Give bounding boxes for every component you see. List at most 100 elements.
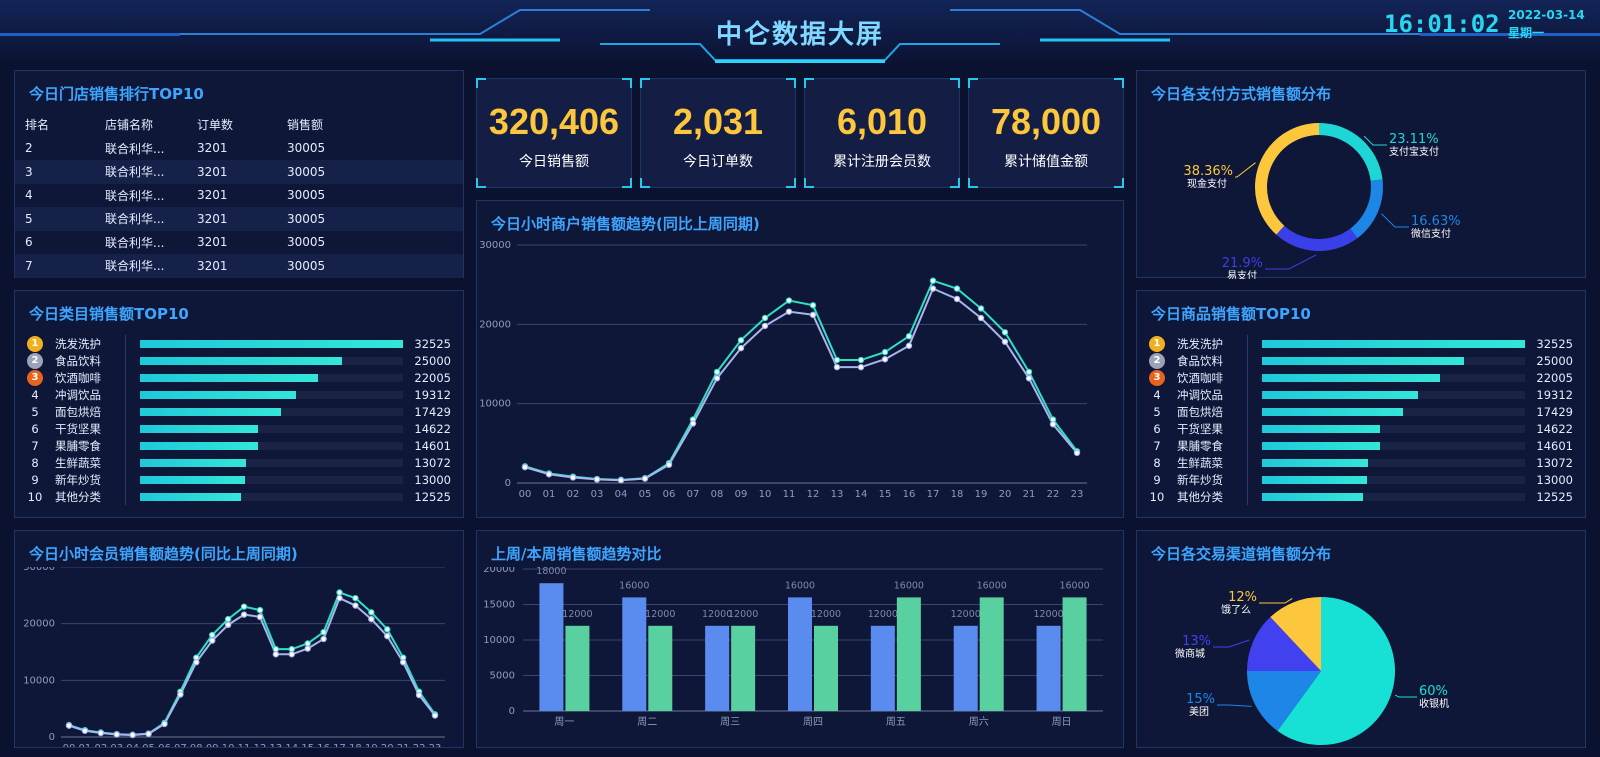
bar-label: 果脯零食 [55, 438, 101, 453]
bar-value: 22005 [1536, 370, 1573, 385]
table-row[interactable]: 2 联合利华... 3201 30005 [15, 137, 463, 161]
divider [125, 369, 126, 386]
table-row[interactable]: 4 联合利华... 3201 30005 [15, 184, 463, 208]
bar-fill [140, 441, 259, 450]
data-point [288, 651, 295, 658]
x-tick-label: 16 [317, 743, 330, 747]
cell-store: 联合利华... [105, 235, 165, 250]
bar-label: 果脯零食 [1177, 438, 1223, 453]
x-tick-label: 09 [735, 489, 748, 500]
bar-track [1262, 407, 1525, 416]
data-point [761, 322, 769, 330]
bar-label: 饮酒咖啡 [1177, 370, 1223, 385]
bar-value: 12525 [1536, 489, 1573, 504]
divider [1247, 471, 1248, 488]
table-row[interactable]: 3 联合利华... 3201 30005 [15, 160, 463, 184]
bar-track [140, 407, 403, 416]
data-point [977, 305, 985, 312]
bar-value-label: 18000 [536, 567, 566, 577]
medal-icon: 3 [27, 369, 43, 386]
column-header-sales: 销售额 [287, 118, 324, 133]
store-rank-panel: 今日门店销售排行TOP10 排名 店铺名称 订单数 销售额 2 联合利华... 32… [14, 70, 464, 278]
data-point [209, 631, 216, 639]
x-tick-label: 05 [639, 489, 652, 500]
bar-track [140, 356, 403, 365]
bar-label: 冲调饮品 [1177, 387, 1223, 402]
cell-orders: 3201 [197, 211, 228, 226]
data-point [209, 637, 216, 644]
data-point [1073, 449, 1081, 457]
x-tick-label: 17 [927, 489, 940, 500]
divider [1247, 335, 1248, 352]
rank-number: 7 [31, 438, 39, 453]
bar-value-label: 16000 [785, 580, 815, 591]
bar-row: 4 冲调饮品 19312 [27, 386, 451, 403]
rank-number: 9 [1153, 472, 1161, 487]
slice-percent: 15% [1186, 692, 1215, 707]
cell-orders: 3201 [197, 258, 228, 273]
bar-label: 食品饮料 [1177, 353, 1223, 368]
y-tick-label: 30000 [479, 240, 511, 251]
divider [125, 352, 126, 369]
cell-sales: 30005 [287, 211, 326, 226]
divider [1247, 403, 1248, 420]
x-tick-label: 周一 [554, 716, 574, 728]
data-point [129, 731, 136, 739]
slice-label: 美团 [1189, 705, 1209, 718]
kpi-card-members: 6,010 累计注册会员数 [804, 78, 960, 188]
data-point [384, 632, 391, 640]
table-row[interactable]: 5 联合利华... 3201 30005 [15, 207, 463, 231]
x-tick-label: 02 [567, 489, 580, 500]
data-point [761, 314, 769, 322]
table-row[interactable]: 7 联合利华... 3201 30005 [15, 254, 463, 278]
bar [1062, 597, 1087, 711]
category-bar-list: 1 洗发洗护 32525 2 食品饮料 25000 3 饮酒咖啡 22005 4 冲调饮品 19312… [27, 335, 451, 505]
bar [788, 597, 812, 711]
data-point [240, 603, 248, 610]
data-point [431, 712, 439, 719]
x-tick-label: 13 [270, 743, 283, 747]
leader-line [1394, 694, 1417, 698]
bar-value: 13000 [1536, 472, 1573, 487]
bar-track [1262, 475, 1525, 484]
bar-value-label: 16000 [1059, 580, 1089, 591]
bar-track [1262, 492, 1525, 501]
bar-fill [140, 492, 242, 501]
data-point [97, 729, 105, 737]
rank-number: 9 [31, 472, 39, 487]
data-point [713, 375, 721, 382]
kpi-card-stored-value: 78,000 累计储值金额 [968, 78, 1124, 188]
cell-rank: 7 [25, 258, 33, 273]
x-tick-label: 15 [301, 743, 314, 747]
bar-track [140, 492, 403, 501]
x-tick-label: 12 [807, 489, 820, 500]
y-tick-label: 20000 [483, 567, 515, 575]
data-point [1001, 338, 1009, 345]
bar-fill [1262, 475, 1368, 484]
bar-row: 2 食品饮料 25000 [27, 352, 451, 369]
x-tick-label: 20 [999, 489, 1012, 500]
x-tick-label: 19 [365, 743, 378, 747]
data-point [256, 606, 264, 614]
divider [125, 471, 126, 488]
x-tick-label: 周四 [803, 716, 823, 728]
bar-label: 冲调饮品 [55, 387, 101, 402]
y-tick-label: 0 [505, 478, 511, 489]
table-row[interactable]: 6 联合利华... 3201 30005 [15, 231, 463, 255]
store-rank-table: 排名 店铺名称 订单数 销售额 2 联合利华... 3201 30005 3 联合利华..… [15, 113, 463, 278]
kpi-card-orders: 2,031 今日订单数 [640, 78, 796, 188]
divider [1247, 437, 1248, 454]
member-line-chart: 0 10000 20000 30000 000102030405060708091011… [23, 567, 445, 747]
x-tick-label: 周日 [1052, 716, 1072, 728]
payment-dist-panel: 今日各支付方式销售额分布 23.11% 支付宝支付 16.63% 微信支付 21.9% 易… [1136, 70, 1586, 279]
cell-sales: 30005 [287, 188, 326, 203]
bar-label: 饮酒咖啡 [55, 370, 101, 385]
clock-time: 16:01:02 [1384, 10, 1500, 38]
data-point [304, 640, 311, 647]
data-point [368, 615, 375, 623]
member-hourly-panel: 今日小时会员销售额趋势(同比上周同期) 0 10000 20000 30000 0001… [14, 530, 464, 748]
data-point [399, 658, 407, 666]
slice-label: 微信支付 [1411, 227, 1451, 240]
data-point [785, 297, 793, 304]
data-point [521, 463, 529, 471]
